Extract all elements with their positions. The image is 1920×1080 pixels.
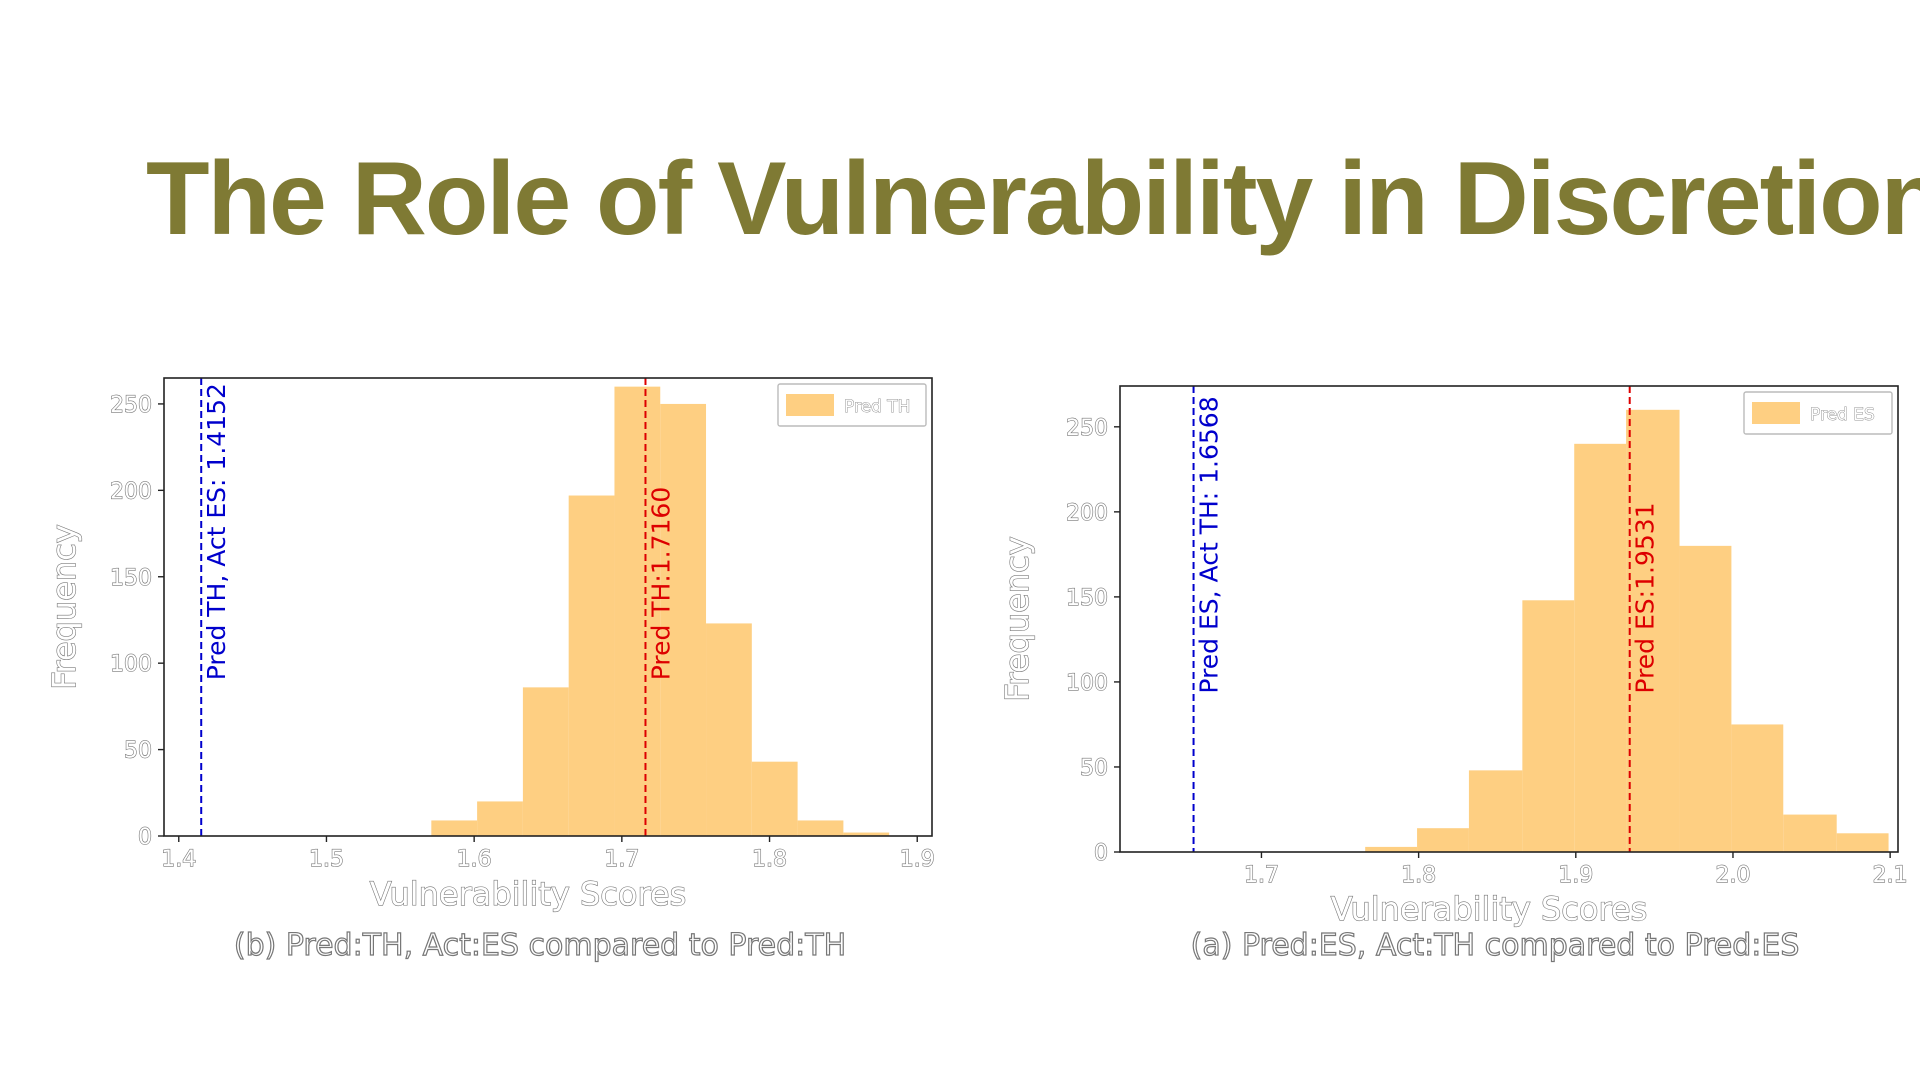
left-bar — [843, 832, 890, 836]
left-vline-label: Pred TH, Act ES: 1.4152 — [202, 383, 231, 680]
right-ytick-label: 200 — [1066, 501, 1108, 526]
left-legend: Pred TH — [777, 383, 927, 427]
right-bar — [1731, 724, 1784, 852]
chart-right-svg: Pred ES, Act TH: 1.6568 Pred ES:1.9531 1.7… — [997, 385, 1908, 929]
right-legend-label: Pred ES — [1810, 405, 1875, 425]
right-bars — [1365, 409, 1889, 852]
right-legend: Pred ES — [1743, 391, 1893, 435]
right-ytick-label: 0 — [1094, 841, 1108, 866]
left-xtick-label: 1.8 — [752, 847, 787, 872]
left-ytick-label: 150 — [110, 566, 152, 591]
left-ytick-label: 100 — [110, 652, 152, 677]
right-xtick-label: 1.7 — [1244, 863, 1279, 888]
right-vline-label: Pred ES, Act TH: 1.6568 — [1195, 396, 1224, 693]
left-bar — [614, 386, 661, 836]
right-plot-frame — [1119, 385, 1899, 853]
left-bar — [431, 820, 478, 836]
right-xtick-label: 1.8 — [1401, 863, 1436, 888]
right-bar — [1836, 833, 1889, 852]
chart-left-caption: (b) Pred:TH, Act:ES compared to Pred:TH — [233, 927, 847, 963]
left-xtick-label: 1.4 — [161, 847, 196, 872]
left-xtick-label: 1.9 — [900, 847, 935, 872]
right-ytick-label: 100 — [1066, 671, 1108, 696]
right-ytick-label: 150 — [1066, 586, 1108, 611]
right-xlabel: Vulnerability Scores — [1331, 890, 1648, 928]
left-ytick-label: 50 — [124, 739, 152, 764]
left-legend-swatch — [786, 394, 834, 416]
right-bar — [1679, 545, 1732, 852]
right-xtick-label: 2.1 — [1873, 863, 1908, 888]
right-ytick-label: 250 — [1066, 416, 1108, 441]
left-bar — [797, 820, 844, 836]
right-ylabel: Frequency — [998, 536, 1036, 701]
left-bar — [522, 687, 569, 836]
left-vline-label: Pred TH:1.7160 — [646, 487, 675, 681]
right-bar — [1365, 846, 1418, 852]
right-bar — [1468, 770, 1523, 852]
chart-right: Pred ES, Act TH: 1.6568 Pred ES:1.9531 1.7… — [990, 360, 1910, 1000]
left-bar — [477, 801, 523, 836]
left-ylabel: Frequency — [45, 524, 83, 689]
left-xtick-label: 1.5 — [309, 847, 344, 872]
left-bars — [431, 386, 890, 836]
right-bar — [1626, 409, 1680, 852]
right-bar — [1522, 600, 1575, 852]
chart-left: Pred TH, Act ES: 1.4152 Pred TH:1.7160 1.4… — [40, 360, 940, 1000]
right-bar — [1783, 814, 1837, 852]
slide-title: The Role of Vulnerability in Discretion — [146, 141, 1920, 257]
right-ytick-label: 50 — [1080, 756, 1108, 781]
left-xtick-label: 1.6 — [457, 847, 492, 872]
left-bar — [568, 495, 615, 836]
left-bar — [751, 761, 798, 836]
left-ytick-label: 0 — [138, 825, 152, 850]
left-ytick-label: 200 — [110, 479, 152, 504]
right-legend-swatch — [1752, 402, 1800, 424]
left-plot-frame — [163, 377, 933, 837]
right-xtick-label: 1.9 — [1558, 863, 1593, 888]
chart-right-caption: (a) Pred:ES, Act:TH compared to Pred:ES — [1190, 927, 1800, 963]
left-xlabel: Vulnerability Scores — [370, 875, 687, 913]
left-bar — [660, 403, 707, 836]
left-bar — [706, 623, 752, 836]
right-bar — [1574, 443, 1627, 852]
right-bar — [1417, 828, 1469, 852]
chart-left-svg: Pred TH, Act ES: 1.4152 Pred TH:1.7160 1.4… — [44, 377, 935, 914]
right-vline-label: Pred ES:1.9531 — [1631, 502, 1660, 693]
left-legend-label: Pred TH — [844, 397, 910, 417]
left-ytick-label: 250 — [110, 393, 152, 418]
left-xtick-label: 1.7 — [604, 847, 639, 872]
right-xtick-label: 2.0 — [1715, 863, 1750, 888]
